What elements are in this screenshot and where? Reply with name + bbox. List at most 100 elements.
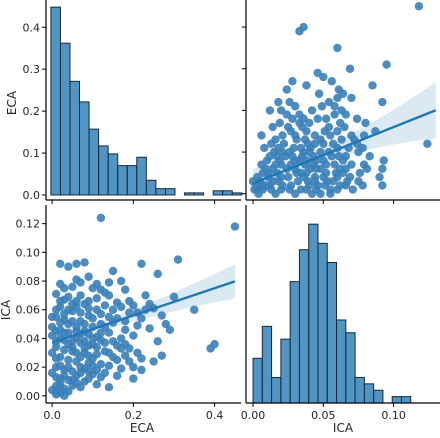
x-tick-label: 0.05	[311, 409, 336, 422]
histogram-bar	[345, 332, 356, 404]
scatter-point	[300, 135, 310, 144]
scatter-point	[121, 325, 130, 335]
scatter-point	[378, 97, 387, 107]
scatter-point	[382, 60, 391, 69]
scatter-point	[56, 378, 65, 388]
histogram-bar	[126, 165, 138, 196]
scatter-point	[145, 324, 154, 333]
scatter-point	[133, 321, 142, 330]
scatter-point	[282, 85, 291, 94]
scatter-point	[108, 305, 118, 314]
scatter-point	[76, 291, 85, 300]
scatter-point	[299, 114, 308, 123]
scatter-point	[76, 317, 85, 326]
scatter-point	[305, 147, 314, 157]
scatter-point	[288, 77, 297, 86]
scatter-point	[250, 185, 259, 194]
scatter-point	[338, 168, 348, 178]
histogram-bar	[155, 188, 166, 196]
histogram-bar	[212, 190, 224, 196]
scatter-point	[104, 328, 114, 337]
scatter-point	[313, 68, 322, 78]
histogram-bar	[98, 145, 109, 196]
scatter-point	[112, 371, 122, 380]
scatter-point	[64, 319, 73, 329]
scatter-point	[84, 304, 93, 313]
scatter-point	[324, 122, 334, 132]
scatter-point	[104, 348, 114, 357]
scatter-point	[137, 354, 146, 363]
scatter-point	[56, 318, 65, 327]
scatter-point	[60, 371, 69, 380]
histogram-bar	[400, 396, 412, 404]
scatter-point	[268, 177, 277, 186]
histogram-bar	[184, 192, 195, 196]
histogram-bar	[373, 389, 384, 404]
histogram-bar	[271, 376, 282, 404]
scatter-point	[206, 344, 215, 353]
ica-vs-eca-scatter-panel: 0.0 0.2 0.4 0.00 0.02 0.04 0.06 0.08 0.10 0.12	[16, 205, 241, 422]
scatter-point	[345, 172, 355, 182]
histogram-bar	[231, 192, 243, 196]
scatter-point	[278, 131, 287, 140]
scatter-point	[265, 106, 275, 115]
scatter-point	[282, 110, 291, 119]
scatter-point	[116, 364, 126, 373]
scatter-point	[260, 143, 269, 153]
scatter-point	[345, 64, 355, 73]
scatter-point	[92, 279, 101, 289]
histogram-bar	[222, 190, 233, 196]
scatter-point	[125, 296, 134, 306]
y-axis-label-ica: ICA	[0, 299, 13, 320]
y-tick-label: 0.00	[16, 390, 41, 403]
scatter-point	[47, 322, 57, 332]
histogram-bar	[298, 249, 310, 404]
scatter-point	[378, 181, 387, 190]
scatter-point	[341, 110, 351, 119]
histogram-bar	[145, 179, 157, 196]
scatter-point	[265, 152, 275, 161]
scatter-point	[121, 285, 130, 294]
scatter-point	[361, 118, 370, 128]
scatter-point	[96, 213, 106, 223]
scatter-point	[51, 305, 61, 314]
scatter-point	[347, 160, 356, 169]
scatter-point	[104, 383, 114, 392]
histogram-bar	[391, 396, 402, 404]
scatter-point	[88, 354, 97, 363]
scatter-point	[375, 172, 384, 182]
scatter-point	[295, 27, 304, 36]
x-tick-label: 0.4	[206, 409, 224, 422]
y-tick-label: 0.10	[16, 246, 41, 259]
scatter-point	[310, 139, 320, 148]
histogram-bar	[317, 242, 328, 404]
scatter-point	[319, 139, 328, 148]
scatter-point	[157, 311, 166, 320]
scatter-point	[285, 147, 294, 157]
scatter-point	[137, 365, 146, 375]
histogram-bar	[79, 101, 90, 196]
scatter-point	[92, 294, 101, 303]
histogram-bar	[88, 128, 100, 196]
x-tick-label: 0.2	[125, 409, 143, 422]
axis-labels: ECA ICA ECA ICA	[0, 90, 354, 435]
scatter-point	[60, 284, 69, 293]
x-axis-label-ica: ICA	[333, 421, 354, 435]
scatter-point	[316, 189, 325, 198]
scatter-point	[328, 177, 338, 186]
scatter-point	[338, 89, 348, 98]
scatter-point	[153, 269, 162, 279]
scatter-point	[365, 152, 374, 161]
scatter-point	[104, 361, 114, 370]
eca-vs-ica-scatter-panel	[242, 0, 440, 204]
y-tick-label: 0.06	[16, 304, 41, 317]
histogram-bar	[69, 80, 81, 196]
histogram-bar	[117, 165, 128, 196]
histogram-bar	[252, 357, 263, 404]
scatter-point	[141, 291, 150, 300]
histogram-bar	[336, 319, 347, 404]
scatter-point	[326, 189, 335, 198]
scatter-point	[173, 255, 183, 264]
scatter-point	[84, 374, 93, 383]
scatter-point	[379, 156, 388, 165]
